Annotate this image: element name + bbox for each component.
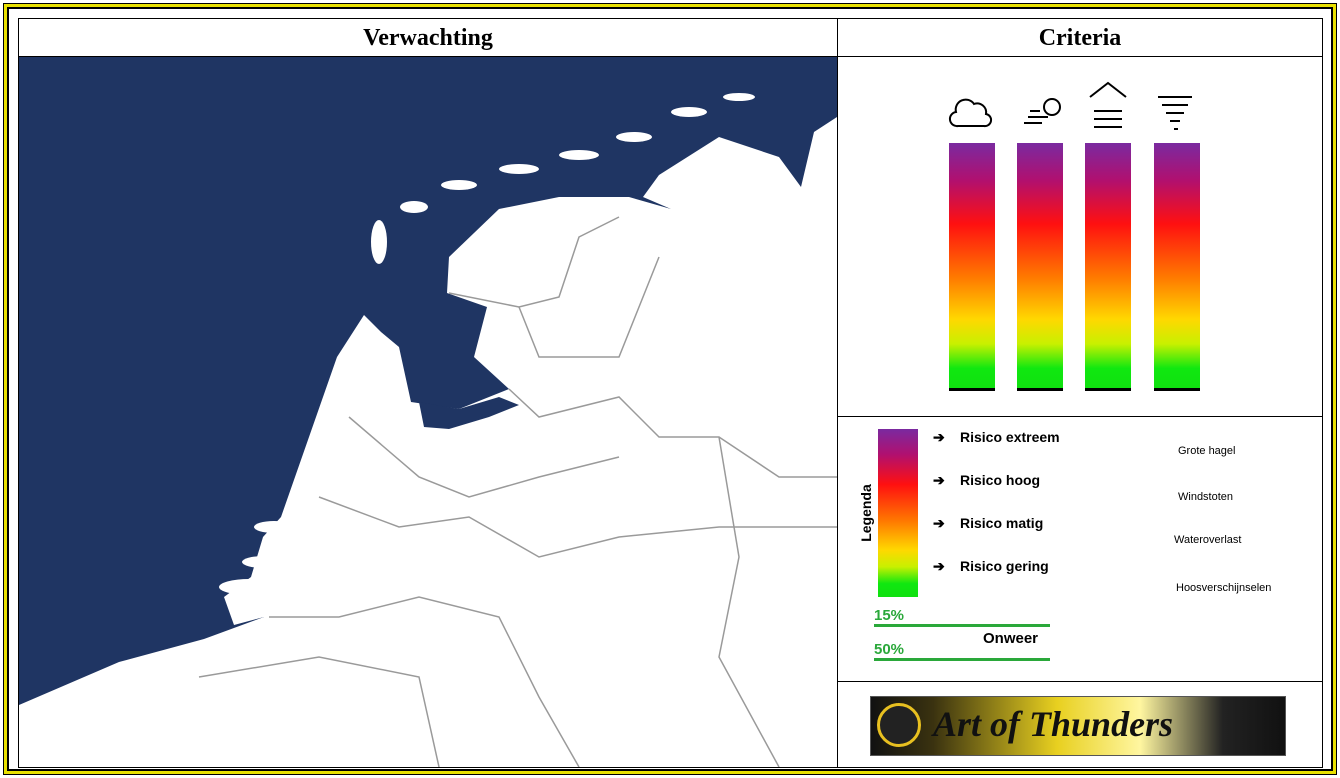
- logo: Art of Thunders: [870, 696, 1286, 756]
- header-left: Verwachting: [18, 18, 838, 57]
- lake: [419, 397, 519, 429]
- criteria-icons: [948, 81, 1192, 130]
- islands: [219, 93, 755, 595]
- arrow: ➔: [933, 515, 945, 531]
- criteria-cell: [837, 56, 1323, 417]
- map-cell: [18, 56, 838, 768]
- land: [19, 117, 837, 767]
- bar-hail: [949, 143, 995, 391]
- hazard: Wateroverlast: [1174, 534, 1242, 546]
- logo-emblem: [877, 703, 921, 747]
- arrow: ➔: [933, 429, 945, 445]
- legend-gradient: [878, 429, 918, 597]
- level: Risico gering: [960, 558, 1049, 574]
- frame: Verwachting Criteria: [4, 4, 1336, 774]
- level: Risico extreem: [960, 429, 1060, 445]
- probability-caption: Onweer: [983, 630, 1039, 647]
- bar-water: [1085, 143, 1131, 391]
- arrow: ➔: [933, 472, 945, 488]
- probability-line: [874, 658, 1050, 661]
- probability-line: [874, 624, 1050, 627]
- hazard: Grote hagel: [1178, 445, 1236, 457]
- arrow: ➔: [933, 558, 945, 574]
- bar-tornado: [1154, 143, 1200, 391]
- legend-cell: Legenda ➔ Risico extreem ➔ Risico hoog ➔ Ri…: [837, 416, 1323, 682]
- bar-wind: [1017, 143, 1063, 391]
- map: [19, 57, 837, 767]
- logo-text: Art of Thunders: [933, 704, 1174, 744]
- level: Risico hoog: [960, 472, 1041, 488]
- hazard: Windstoten: [1178, 491, 1234, 503]
- header-right: Criteria: [837, 18, 1323, 57]
- probability: 15%: [874, 607, 905, 624]
- hazard: Hoosverschijnselen: [1176, 582, 1272, 594]
- probability: 50%: [874, 641, 905, 658]
- level: Risico matig: [960, 515, 1044, 531]
- borders: [198, 216, 837, 767]
- legend-title: Legenda: [858, 484, 874, 542]
- logo-cell: Art of Thunders: [837, 681, 1323, 768]
